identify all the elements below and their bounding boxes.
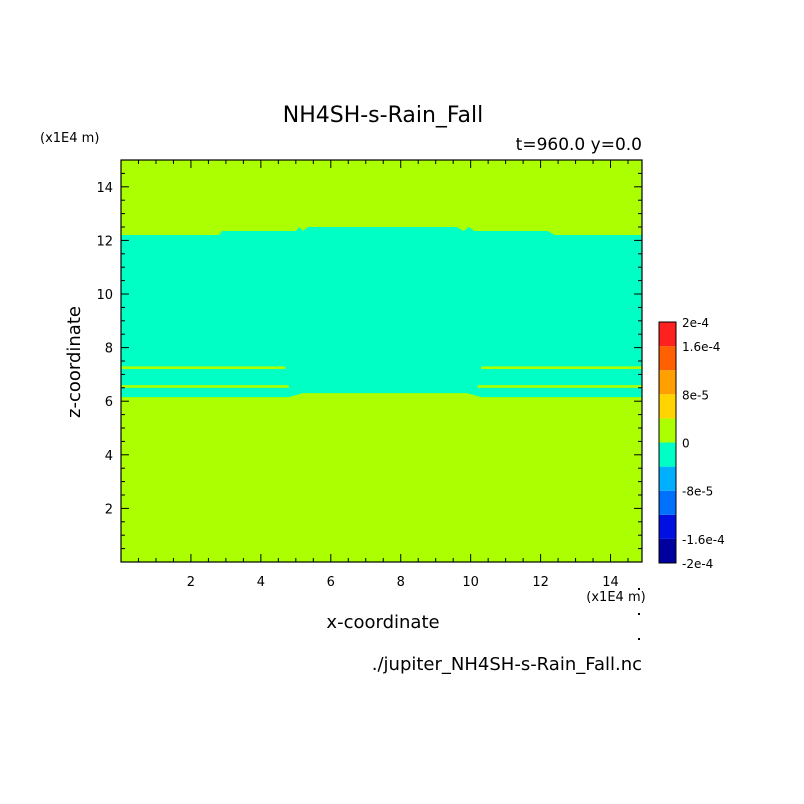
x-axis-unit: (x1E4 m) bbox=[586, 590, 645, 605]
colorbar-labels: 2e-4 1.6e-4 8e-5 0 -8e-5 -1.6e-4 -2e-4 bbox=[682, 316, 725, 571]
x-tick-label: 10 bbox=[462, 575, 479, 590]
source-file-label: ./jupiter_NH4SH-s-Rain_Fall.nc bbox=[372, 654, 642, 675]
colorbar-segment bbox=[659, 370, 676, 395]
y-tick-label: 6 bbox=[105, 395, 113, 410]
chart-title: NH4SH-s-Rain_Fall bbox=[283, 103, 484, 128]
colorbar-tick-label: -8e-5 bbox=[682, 485, 713, 499]
y-tick-label: 10 bbox=[96, 288, 113, 303]
x-axis-label: x-coordinate bbox=[326, 612, 439, 633]
x-tick-label: 12 bbox=[532, 575, 549, 590]
colorbar-segment bbox=[659, 418, 676, 443]
x-tick-label: 6 bbox=[327, 575, 335, 590]
tick-marks-decoration bbox=[638, 588, 640, 640]
y-axis-ticks: 2 4 6 8 10 12 14 bbox=[96, 172, 642, 550]
colorbar-segment bbox=[659, 466, 676, 491]
colorbar-segment bbox=[659, 442, 676, 467]
colorbar-segment bbox=[659, 514, 676, 539]
colorbar-segment bbox=[659, 490, 676, 515]
colorbar-segment bbox=[659, 322, 676, 347]
chart-subtitle: t=960.0 y=0.0 bbox=[516, 135, 642, 155]
colorbar-frame bbox=[658, 321, 677, 564]
colorbar bbox=[658, 321, 677, 564]
zero-streak-4 bbox=[477, 385, 642, 388]
colorbar-tick-label: 2e-4 bbox=[682, 316, 709, 330]
colorbar-segment bbox=[659, 346, 676, 371]
zero-streak-3 bbox=[121, 385, 289, 388]
colorbar-tick-label: 0 bbox=[682, 437, 690, 451]
colorbar-segment bbox=[659, 538, 676, 563]
zero-streak-2 bbox=[481, 366, 642, 370]
y-tick-label: 4 bbox=[105, 449, 113, 464]
y-axis-unit: (x1E4 m) bbox=[40, 131, 99, 146]
negative-band-region bbox=[121, 227, 642, 398]
x-tick-label: 8 bbox=[397, 575, 405, 590]
colorbar-tick-label: -2e-4 bbox=[682, 557, 713, 571]
colorbar-segment bbox=[659, 394, 676, 419]
x-axis-ticks: 2 4 6 8 10 12 14 bbox=[137, 160, 629, 590]
y-axis-label: z-coordinate bbox=[64, 306, 85, 418]
y-tick-label: 14 bbox=[96, 181, 113, 196]
y-tick-label: 12 bbox=[96, 234, 113, 249]
colorbar-tick-label: -1.6e-4 bbox=[682, 533, 725, 547]
x-tick-label: 2 bbox=[187, 575, 195, 590]
x-tick-label: 14 bbox=[602, 575, 619, 590]
y-tick-label: 8 bbox=[105, 342, 113, 357]
plot-area bbox=[121, 160, 642, 562]
colorbar-tick-label: 8e-5 bbox=[682, 388, 709, 402]
zero-streak-1 bbox=[121, 366, 286, 370]
y-tick-label: 2 bbox=[105, 502, 113, 517]
colorbar-tick-label: 1.6e-4 bbox=[682, 340, 720, 354]
x-tick-label: 4 bbox=[257, 575, 265, 590]
